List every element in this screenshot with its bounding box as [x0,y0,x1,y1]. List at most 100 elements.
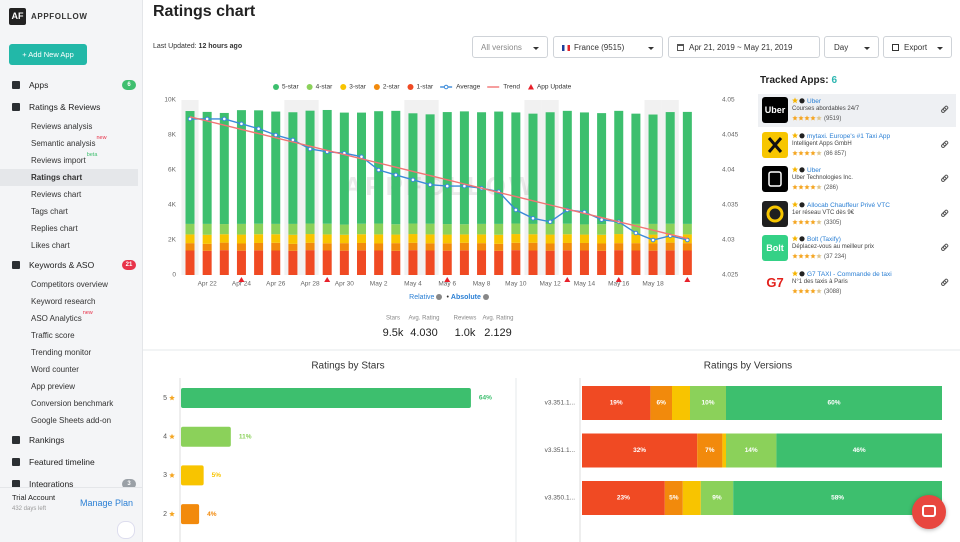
bar-segment [562,242,572,251]
tracked-apps-title: Tracked Apps: 6 [760,75,837,86]
tracked-app[interactable]: Uber Uber Courses abordables 24/7 (9519) [758,94,956,127]
rating-stars [792,287,822,293]
menu-item[interactable]: Semantic analysis new [0,135,138,152]
y-tick-label: 4.035 [722,202,739,209]
bar-segment [459,224,469,235]
rating-star [810,287,816,293]
sidebar-footer: Trial Account 432 days left Manage Plan [0,487,142,542]
rating-count: (3305) [824,219,842,226]
link-part [942,140,949,146]
bar-segment [528,113,538,224]
menu-item[interactable]: Reviews analysis [0,118,138,135]
chat-button[interactable] [912,495,946,529]
bar-segment [726,433,777,468]
app-name: Bolt (Taxify) [791,235,841,243]
tracked-app[interactable]: Uber Uber Technologies Inc. (286) [758,163,956,196]
link-icon[interactable] [940,209,949,218]
link-icon[interactable] [940,140,949,149]
days-left: 432 days left [12,506,47,512]
menu-section[interactable]: Apps 6 [0,74,142,96]
bar-segment [631,243,641,251]
app-rating: (3088) [792,287,841,295]
bar-segment [597,224,607,235]
summary-value: 1.0k [455,327,476,339]
menu-item[interactable]: Keyword research [0,293,138,310]
bar-segment [631,223,641,235]
menu-item[interactable]: Reviews import beta [0,152,138,169]
link-icon[interactable] [940,105,949,114]
add-app-button[interactable]: + Add New App [9,44,87,65]
legend-swatch [443,84,449,90]
store-icons [791,200,805,207]
tracked-app[interactable]: Bolt Bolt (Taxify) Déplacez-vous au meille… [758,232,956,265]
bar-segment [597,113,607,225]
collapse-button[interactable] [117,521,135,539]
tracked-app[interactable]: mytaxi. Europe's #1 Taxi App Intelligent … [758,129,956,162]
bar-segment [562,223,572,235]
menu-item[interactable]: Reviews chart [0,186,138,203]
bar-segment [545,250,555,275]
menu-item[interactable]: Conversion benchmark [0,395,138,412]
menu-section[interactable]: Integrations 3 [0,473,142,495]
bar-segment [494,223,504,235]
store-icon [799,201,805,207]
menu-section[interactable]: Ratings & Reviews [0,96,142,118]
app-icon-text: G7 [766,274,784,290]
menu-section[interactable]: Keywords & ASO 21 [0,254,142,276]
dropdown-label: Apr 21, 2019 ~ May 21, 2019 [689,43,793,52]
menu-label: Ratings & Reviews [29,102,101,112]
absolute-link[interactable]: Absolute [450,294,481,301]
category-label: 2 [163,511,167,518]
menu-item[interactable]: App preview [0,378,138,395]
date-range-picker[interactable]: Apr 21, 2019 ~ May 21, 2019 [668,36,820,58]
menu-item[interactable]: Google Sheets add-on [0,412,138,429]
menu-item[interactable]: Traffic score [0,327,138,344]
help-icon[interactable] [436,294,443,301]
manage-plan-link[interactable]: Manage Plan [80,498,134,508]
interval-dropdown[interactable]: Day [824,36,879,58]
rating-star [816,218,822,224]
bar-segment [374,250,384,275]
menu-item[interactable]: Trending monitor [0,344,138,361]
app-icon-art [767,136,783,153]
relative-link[interactable]: Relative [409,294,435,301]
versions-chart-title: Ratings by Versions [704,361,792,372]
bar [181,465,204,486]
separator: • [446,294,449,301]
bar-segment [494,243,504,251]
menu-section[interactable]: Featured timeline [0,451,142,473]
menu-item[interactable]: Ratings chart [0,169,138,186]
versions-dropdown[interactable]: All versions [472,36,548,58]
menu-item[interactable]: Competitors overview [0,276,138,293]
last-updated: Last Updated: 12 hours ago [153,43,242,50]
bar-segment [665,223,675,235]
menu-section[interactable]: Rankings [0,429,142,451]
menu-item[interactable]: ASO Analytics new [0,310,138,327]
link-icon[interactable] [940,278,949,287]
help-icon[interactable] [482,294,489,301]
export-button[interactable]: Export [883,36,952,58]
country-dropdown[interactable]: France (9515) [553,36,663,58]
menu-item[interactable]: Tags chart [0,203,138,220]
bar-segment [582,481,665,515]
menu-tag: new [96,135,107,141]
menu-item[interactable]: Word counter [0,361,138,378]
bar-segment [733,481,942,515]
y-tick-label: 8K [168,132,177,139]
menu-item[interactable]: Replies chart [0,220,138,237]
tracked-apps-label: Tracked Apps: [760,75,829,86]
store-icons [791,235,805,242]
bar-segment [665,234,675,243]
value-label: 4% [207,511,217,518]
link-icon[interactable] [940,243,949,252]
bar-segment [254,234,264,243]
bar-segment [579,224,589,235]
menu-item[interactable]: Likes chart [0,237,138,254]
tracked-app[interactable]: G7 G7 TAXI - Commande de taxi N°1 des taxi… [758,267,956,300]
tracked-app[interactable]: Allocab Chauffeur Privé VTC 1er réseau VT… [758,198,956,231]
bar-segment [648,223,658,235]
link-icon[interactable] [940,174,949,183]
menu-item-label: Reviews analysis [31,122,93,131]
y-tick-label: 10K [164,97,176,104]
x-tick-label: May 6 [438,281,456,288]
